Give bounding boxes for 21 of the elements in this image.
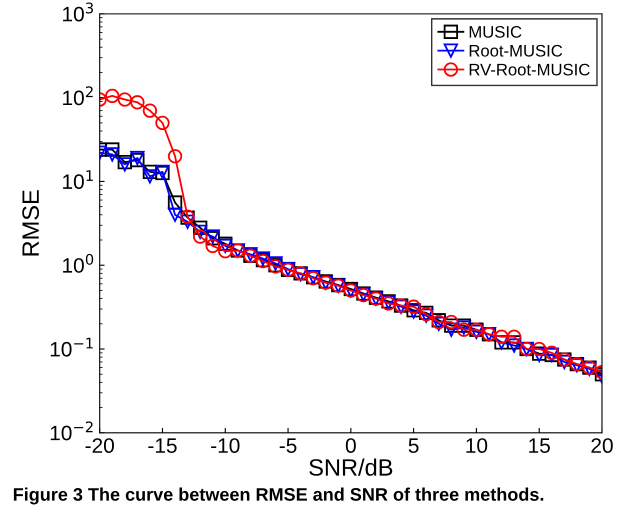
- legend-label: MUSIC: [470, 26, 522, 38]
- x-tick-label: 15: [529, 438, 550, 453]
- y-tick-label: 10$^{2}$: [63, 86, 93, 106]
- y-tick-label: 10$^{1}$: [63, 170, 93, 190]
- y-tick-label: 10$^{3}$: [63, 2, 93, 22]
- y-tick-label: 10$^{−2}$: [50, 421, 93, 440]
- y-axis-title: RMSE: [22, 190, 39, 256]
- x-axis-title: SNR/dB: [309, 458, 392, 476]
- x-tick-label: -5: [280, 438, 296, 453]
- x-tick-label: -20: [86, 438, 114, 453]
- y-tick-label: 10$^{0}$: [63, 254, 94, 273]
- legend-label: Root-MUSIC: [470, 44, 562, 57]
- y-tick-label: 10$^{−1}$: [50, 338, 93, 357]
- caption: Figure 3 The curve between RMSE and SNR of three methods.: [14, 488, 544, 504]
- x-tick-label: 10: [466, 438, 488, 453]
- x-tick-label: 0: [346, 438, 356, 453]
- legend-label: RV-Root-MUSIC: [470, 64, 590, 76]
- x-tick-label: 20: [591, 438, 613, 453]
- x-tick-label: -15: [148, 438, 177, 453]
- x-tick-label: 5: [408, 438, 419, 453]
- x-tick-label: -10: [211, 438, 240, 453]
